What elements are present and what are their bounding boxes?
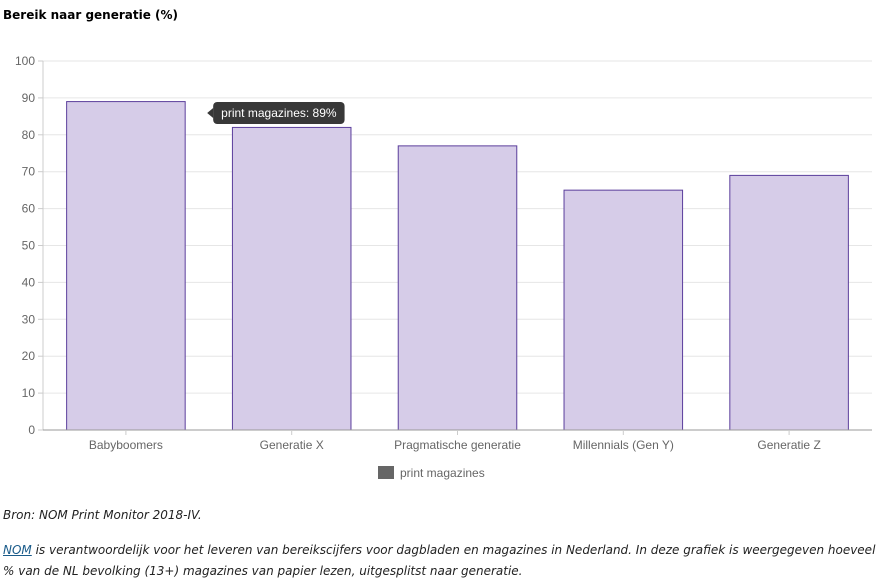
source-note: Bron: NOM Print Monitor 2018-IV. xyxy=(3,508,202,522)
y-tick-label: 40 xyxy=(22,275,36,289)
y-tick-label: 60 xyxy=(22,202,36,216)
y-tick-label: 80 xyxy=(22,128,36,142)
legend-label: print magazines xyxy=(400,466,485,480)
chart-title: Bereik naar generatie (%) xyxy=(3,8,179,22)
bar-2[interactable] xyxy=(231,126,352,431)
x-tick-label: Pragmatische generatie xyxy=(394,438,521,452)
bar-5[interactable] xyxy=(729,174,849,431)
y-tick-label: 20 xyxy=(22,349,36,363)
y-tick-label: 10 xyxy=(22,386,36,400)
description: NOM is verantwoordelijk voor het leveren… xyxy=(3,540,883,582)
x-axis-labels: Babyboomers Generatie X Pragmatische gener… xyxy=(89,430,821,452)
tooltip-background xyxy=(213,102,345,124)
description-text: is verantwoordelijk voor het leveren van… xyxy=(3,543,876,578)
bar-chart: 0 10 20 30 40 50 60 70 80 90 100 Babyboomers Genera… xyxy=(15,54,872,480)
tooltip-box: print magazines: 89% xyxy=(207,102,345,124)
tooltip: print magazines: 89% xyxy=(207,102,345,124)
y-tick-label: 30 xyxy=(22,312,36,326)
bar-3[interactable] xyxy=(397,145,518,431)
y-tick-label: 70 xyxy=(22,165,36,179)
y-tick-label: 0 xyxy=(28,423,35,437)
x-tick-label: Millennials (Gen Y) xyxy=(573,438,674,452)
y-tick-label: 90 xyxy=(22,91,36,105)
tooltip-text: print magazines: 89% xyxy=(221,106,337,120)
bar-1[interactable] xyxy=(66,101,186,431)
nom-link[interactable]: NOM xyxy=(3,543,32,557)
legend[interactable]: print magazines xyxy=(378,466,485,480)
bar-4[interactable] xyxy=(563,189,684,431)
legend-swatch xyxy=(378,466,394,479)
x-tick-label: Generatie X xyxy=(260,438,324,452)
bars xyxy=(66,101,849,431)
tooltip-arrow xyxy=(207,108,214,118)
y-tick-label: 50 xyxy=(22,239,36,253)
y-axis-ticks: 0 10 20 30 40 50 60 70 80 90 100 xyxy=(15,54,43,437)
x-tick-label: Generatie Z xyxy=(757,438,820,452)
x-tick-label: Babyboomers xyxy=(89,438,163,452)
y-tick-label: 100 xyxy=(15,54,35,68)
